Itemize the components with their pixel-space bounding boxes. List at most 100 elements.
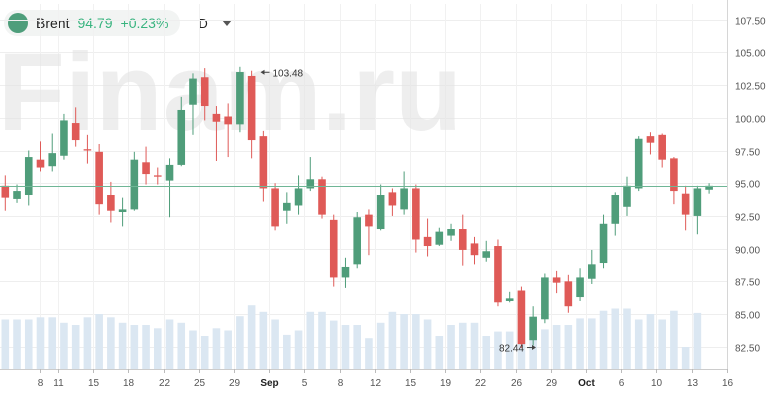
candle xyxy=(212,106,221,161)
candle-body xyxy=(646,136,655,143)
candle-body xyxy=(447,229,455,236)
candle xyxy=(458,214,467,266)
volume-bar xyxy=(658,319,666,369)
candle xyxy=(576,268,584,301)
candle xyxy=(611,192,620,236)
candle xyxy=(541,273,549,324)
candle-body xyxy=(95,151,103,205)
volume-bar xyxy=(329,320,338,369)
candle xyxy=(505,291,514,303)
volume-bar xyxy=(318,311,326,369)
candle xyxy=(646,132,655,155)
candle xyxy=(95,143,103,215)
candle xyxy=(353,212,361,269)
candle-body xyxy=(552,277,561,283)
volume-bar xyxy=(48,317,57,369)
candle xyxy=(341,257,350,288)
volume-bar xyxy=(200,336,209,369)
candle xyxy=(435,227,444,247)
candle-body xyxy=(153,175,162,177)
candle-body xyxy=(236,72,244,125)
instrument-symbol: Brent xyxy=(36,15,70,31)
y-tick-label: 102.50 xyxy=(735,82,766,93)
candle xyxy=(177,96,186,167)
candle-body xyxy=(670,158,678,192)
candle xyxy=(165,158,174,218)
volume-bar xyxy=(541,329,549,369)
instrument-selector[interactable]: Brent 94.79 +0.23% xyxy=(4,10,181,36)
volume-bar xyxy=(212,328,221,369)
x-tick-label: 26 xyxy=(511,378,523,389)
y-tick-label: 100.00 xyxy=(735,115,766,126)
candle-body xyxy=(212,113,221,122)
candle xyxy=(48,133,57,172)
volume-bar xyxy=(458,322,467,369)
volume-bar xyxy=(36,317,45,369)
x-tick-label: Oct xyxy=(578,378,595,389)
x-tick-label: 25 xyxy=(194,378,206,389)
instrument-header: Brent 94.79 +0.23% D xyxy=(4,10,232,36)
candle-body xyxy=(118,209,127,213)
candle xyxy=(60,113,68,160)
candle-body xyxy=(329,219,338,278)
candle xyxy=(447,223,455,241)
volume-bar xyxy=(376,322,385,369)
x-tick-label: 8 xyxy=(38,378,44,389)
volume-bar xyxy=(341,325,350,369)
candle-body xyxy=(177,109,186,165)
candle-body xyxy=(517,290,526,345)
candle-body xyxy=(599,223,608,264)
y-tick-label: 90.00 xyxy=(735,246,760,257)
candle-body xyxy=(247,75,256,141)
volume-bar xyxy=(247,305,256,369)
candle xyxy=(71,107,80,147)
candle xyxy=(552,270,561,294)
candle-body xyxy=(505,298,514,301)
candle-body xyxy=(165,164,174,181)
candle-body xyxy=(83,149,92,151)
volume-bar xyxy=(71,325,80,369)
volume-bar xyxy=(165,319,174,369)
candle-body xyxy=(71,123,80,141)
volume-bar xyxy=(177,322,186,369)
candle-body xyxy=(189,78,197,105)
watermark: Finam.ru xyxy=(0,31,462,154)
x-tick-label: 15 xyxy=(405,378,417,389)
x-tick-label: 12 xyxy=(370,378,382,389)
y-tick-label: 105.00 xyxy=(735,49,766,60)
volume-bar xyxy=(693,312,702,369)
candle-body xyxy=(376,195,385,230)
candle-body xyxy=(470,243,479,256)
candle-body xyxy=(365,214,373,227)
instrument-color-dot xyxy=(8,13,28,33)
volume-bar xyxy=(588,318,596,369)
x-axis: 8 11 15 18 22 25 29 Sep 5 8 12 15 19 22 26 29 Oct 6 10 13 16 xyxy=(0,369,733,389)
candle-body xyxy=(658,134,666,160)
x-tick-label: 29 xyxy=(546,378,558,389)
volume-bar xyxy=(505,331,514,369)
volume-bar xyxy=(107,317,115,369)
candle xyxy=(564,274,573,313)
timeframe-selector[interactable]: D xyxy=(198,16,232,31)
y-tick-label: 92.50 xyxy=(735,213,760,224)
candle xyxy=(142,146,150,185)
instrument-change: +0.23% xyxy=(120,15,169,31)
candle-body xyxy=(36,159,45,168)
candle xyxy=(658,133,666,168)
x-tick-label: 11 xyxy=(53,378,64,389)
candle xyxy=(376,184,385,231)
annotation-label: 82.44 xyxy=(499,344,524,355)
candle-body xyxy=(681,193,690,215)
candle-body xyxy=(541,277,549,320)
candle xyxy=(529,306,537,346)
x-tick-label: 8 xyxy=(338,378,344,389)
candle xyxy=(482,240,491,262)
y-tick-label: 82.50 xyxy=(735,344,760,355)
candle-body xyxy=(482,251,491,258)
candle xyxy=(470,236,479,265)
y-tick-label: 87.50 xyxy=(735,278,760,289)
y-axis-panel xyxy=(727,0,779,404)
candles xyxy=(1,66,713,349)
volume-bars xyxy=(1,305,702,369)
